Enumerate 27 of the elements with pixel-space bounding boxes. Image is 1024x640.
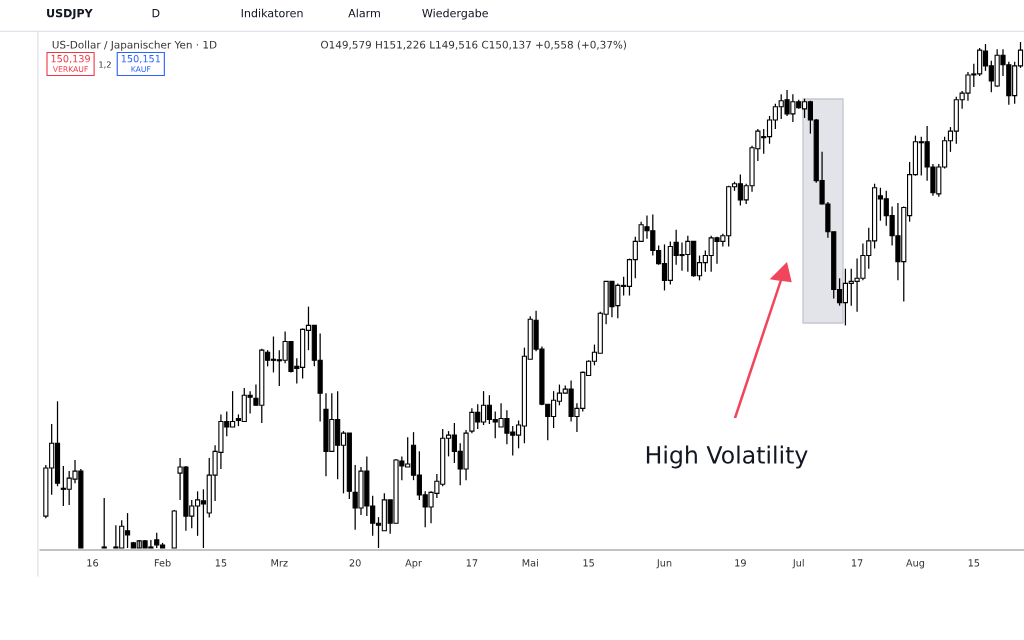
x-tick-label: Apr (405, 559, 422, 569)
x-tick-label: Feb (154, 559, 171, 567)
x-tick-label: 20 (349, 559, 361, 567)
x-tick-label: 15 (968, 559, 980, 567)
chart-subtitle: O149,579 H151,226 L149,516 C150,137 +0,558 (+0,37%) (321, 40, 627, 50)
annotation: High Volatility (646, 445, 808, 469)
text: Alarm (348, 8, 380, 18)
x-tick-label: 17 (851, 559, 863, 567)
chart-title: US-Dollar / Japanischer Yen · 1D (52, 40, 217, 51)
x-tick-label: 19 (735, 559, 746, 567)
x-tick-label: 15 (583, 559, 594, 567)
text: Indikatoren (241, 8, 303, 18)
text: D (152, 9, 160, 18)
candlestick (101, 497, 107, 549)
x-tick-label: Mai (522, 559, 538, 567)
text: USDJPY (47, 8, 93, 20)
x-tick-label: Jul (792, 559, 804, 569)
x-tick-label: 15 (215, 559, 227, 567)
x-tick-label: Mrz (271, 559, 288, 567)
annotation: 1,2 (99, 61, 111, 69)
annotation: 150,139 (51, 54, 90, 64)
text: Wiedergabe (422, 8, 488, 20)
x-tick-label: 16 (87, 559, 99, 567)
x-tick-label: 17 (466, 559, 478, 567)
annotation: 150,151 (121, 54, 160, 64)
x-tick-label: Jun (656, 559, 672, 569)
x-tick-label: Aug (906, 559, 925, 569)
